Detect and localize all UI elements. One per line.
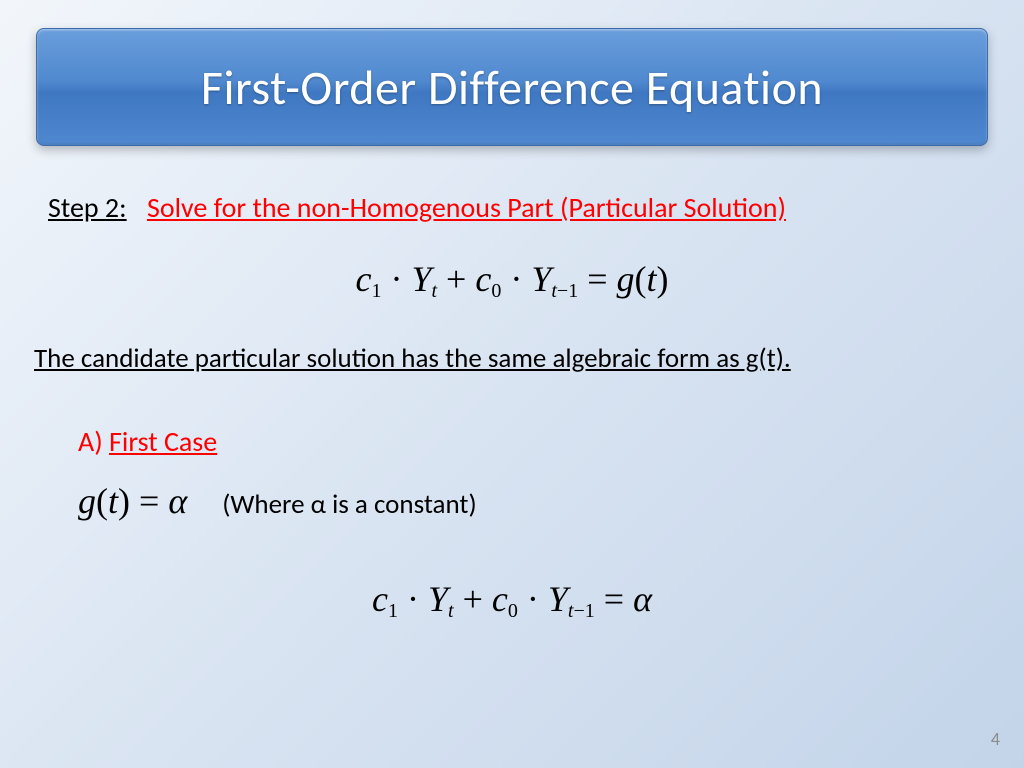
slide-title: First-Order Difference Equation [201,58,823,117]
slide-number: 4 [991,728,1000,750]
case-prefix: A) [78,424,109,459]
equation-case-a: c1 · Yt + c0 · Yt−1 = α [0,578,1024,623]
candidate-text: The candidate particular solution has th… [34,342,791,375]
step-line: Step 2: Solve for the non-Homogenous Par… [48,190,786,225]
case-name: First Case [109,424,217,459]
alpha-note: (Where α is a constant) [222,488,476,521]
gt-definition: g(t) = α (Where α is a constant) [78,480,477,522]
slide-title-bar: First-Order Difference Equation [36,28,988,146]
equation-main: c1 · Yt + c0 · Yt−1 = g(t) [0,258,1024,303]
case-label: A) First Case [78,424,217,459]
step-label: Step 2: [48,190,127,225]
step-description: Solve for the non-Homogenous Part (Parti… [147,190,786,225]
